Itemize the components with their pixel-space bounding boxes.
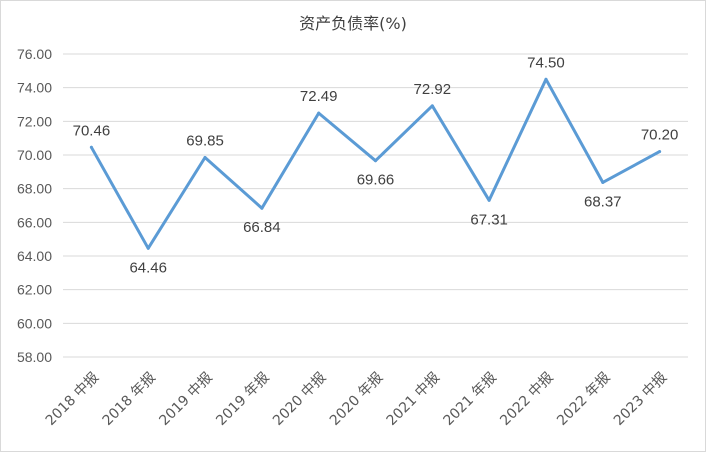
x-tick-label: 2020 中报: [270, 370, 329, 429]
y-tick-label: 72.00: [17, 113, 52, 129]
data-label: 68.37: [584, 193, 622, 210]
y-tick-label: 60.00: [17, 315, 52, 331]
data-labels: 70.46 64.46 69.85 66.84 72.49 69.66 72.92 67.31…: [73, 54, 679, 276]
data-label: 67.31: [470, 211, 508, 228]
data-point: [317, 111, 321, 115]
data-point: [89, 145, 93, 149]
series-line: [89, 77, 662, 250]
y-tick-label: 62.00: [17, 282, 52, 298]
chart-title: 资产负债率(%): [299, 14, 407, 33]
y-tick-label: 70.00: [17, 147, 52, 163]
x-tick-label: 2019 年报: [213, 370, 272, 429]
data-point: [203, 156, 207, 160]
x-tick-label: 2023 中报: [611, 370, 670, 429]
data-label: 69.85: [186, 133, 224, 150]
y-axis-ticks: 58.00 60.00 62.00 64.00 66.00 68.00 70.00 72.00…: [17, 46, 52, 365]
x-tick-label: 2020 年报: [327, 370, 386, 429]
y-tick-label: 64.00: [17, 248, 52, 264]
data-point: [430, 104, 434, 108]
data-label: 74.50: [527, 54, 565, 71]
y-tick-label: 74.00: [17, 80, 52, 96]
x-tick-label: 2021 年报: [441, 370, 500, 429]
x-tick-label: 2019 中报: [156, 370, 215, 429]
data-label: 70.46: [73, 122, 111, 139]
data-point: [544, 77, 548, 81]
data-label: 70.20: [641, 127, 679, 144]
x-tick-label: 2022 年报: [554, 370, 613, 429]
data-label: 69.66: [357, 172, 395, 189]
data-point: [374, 159, 377, 163]
data-label: 66.84: [243, 219, 281, 236]
data-point: [487, 198, 491, 202]
y-tick-label: 66.00: [17, 214, 52, 230]
data-label: 72.49: [300, 88, 338, 105]
gridlines: [63, 53, 688, 358]
y-tick-label: 76.00: [17, 46, 52, 62]
x-tick-label: 2018 中报: [43, 370, 102, 429]
series-line-path: [89, 77, 662, 250]
data-point: [658, 150, 662, 154]
y-tick-label: 58.00: [17, 349, 52, 365]
data-point: [601, 180, 605, 184]
x-tick-label: 2021 中报: [384, 370, 443, 429]
data-point: [146, 246, 150, 250]
x-tick-label: 2018 年报: [100, 370, 159, 429]
data-label: 72.92: [414, 81, 452, 98]
x-tick-label: 2022 中报: [497, 370, 556, 429]
data-label: 64.46: [129, 259, 167, 276]
y-tick-label: 68.00: [17, 181, 52, 197]
data-point: [260, 206, 264, 210]
